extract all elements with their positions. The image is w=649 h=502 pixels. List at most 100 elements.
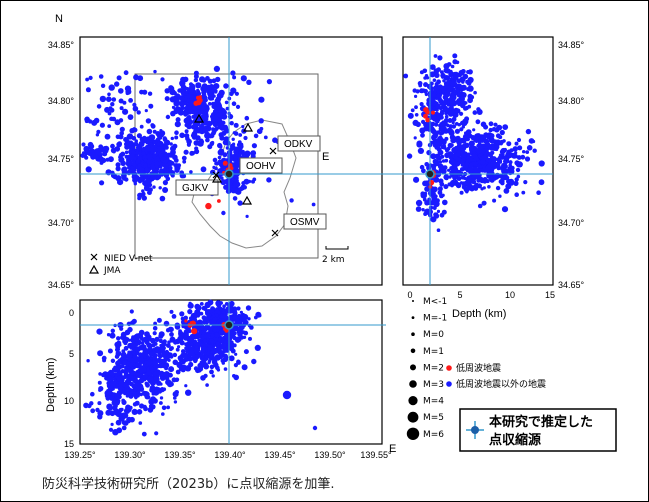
- earthquake-dot: [251, 143, 257, 149]
- earthquake-dot: [175, 108, 182, 114]
- earthquake-dot: [173, 163, 178, 168]
- earthquake-dot: [189, 87, 193, 92]
- earthquake-dot: [472, 128, 476, 132]
- earthquake-dot: [115, 419, 122, 426]
- earthquake-dot: [107, 92, 111, 97]
- earthquake-dot: [203, 338, 207, 343]
- earthquake-dot: [421, 208, 425, 212]
- earthquake-dot: [444, 97, 449, 101]
- lon-tick: 139.25°: [64, 450, 96, 460]
- lat-tick: 34.80°: [48, 96, 75, 106]
- earthquake-dot: [243, 349, 249, 355]
- earthquake-dot: [133, 375, 138, 381]
- earthquake-dot: [436, 89, 442, 95]
- earthquake-dot: [149, 379, 157, 386]
- earthquake-dot: [272, 137, 278, 143]
- earthquake-dot: [144, 167, 150, 172]
- earthquake-dot: [214, 98, 221, 105]
- earthquake-dot: [225, 106, 230, 111]
- earthquake-dot: [148, 103, 154, 109]
- earthquake-dot: [243, 330, 249, 336]
- earthquake-dot: [434, 160, 440, 167]
- earthquake-dot: [150, 123, 155, 128]
- earthquake-dot: [138, 421, 143, 425]
- earthquake-dot: [233, 149, 239, 155]
- earthquake-dot: [256, 128, 263, 135]
- earthquake-dot: [425, 117, 431, 123]
- earthquake-dot: [451, 124, 457, 129]
- earthquake-dot: [232, 196, 238, 201]
- earthquake-dot: [182, 76, 189, 83]
- earthquake-dot: [433, 85, 437, 90]
- earthquake-dot: [123, 70, 129, 76]
- earthquake-dot: [190, 133, 196, 138]
- earthquake-dot: [212, 165, 216, 170]
- earthquake-dot: [183, 110, 190, 116]
- earthquake-dot: [115, 162, 121, 168]
- earthquake-dot: [211, 319, 217, 325]
- earthquake-dot: [248, 336, 252, 341]
- earthquake-dot: [118, 407, 123, 413]
- earthquake-dot: [221, 361, 225, 365]
- earthquake-dot: [181, 349, 186, 354]
- earthquake-dot: [116, 360, 122, 366]
- earthquake-dot: [517, 145, 523, 151]
- earthquake-dot: [222, 160, 228, 166]
- earthquake-dot: [172, 143, 178, 149]
- earthquake-dot: [188, 316, 193, 321]
- earthquake-dot: [194, 345, 199, 350]
- earthquake-dot: [208, 102, 212, 106]
- earthquake-dot: [476, 109, 483, 115]
- earthquake-dot: [442, 199, 448, 206]
- earthquake-dot: [181, 85, 187, 91]
- earthquake-dot: [158, 331, 165, 338]
- earthquake-dot: [168, 366, 175, 373]
- earthquake-dot: [220, 337, 225, 343]
- earthquake-dot: [96, 104, 102, 109]
- earthquake-dot: [433, 212, 439, 217]
- earthquake-dot: [192, 339, 198, 345]
- earthquake-dot: [113, 408, 119, 414]
- earthquake-dot: [447, 142, 453, 149]
- earthquake-dot: [202, 128, 209, 134]
- earthquake-dot: [446, 146, 451, 151]
- earthquake-dot: [240, 75, 247, 82]
- station-box-odkv: [277, 135, 321, 152]
- earthquake-dot: [232, 327, 237, 332]
- earthquake-dot: [467, 167, 474, 174]
- earthquake-dot: [230, 187, 237, 194]
- lon-depth-panel: 0 5 10 15 Depth (km) 139.25° 139.30° 139…: [45, 299, 396, 460]
- earthquake-dot: [97, 156, 104, 163]
- event-type-legend: 低周波地震 低周波地震以外の地震: [446, 362, 546, 390]
- earthquake-dot: [450, 183, 454, 188]
- earthquake-dot: [432, 186, 438, 192]
- earthquake-dot: [101, 355, 107, 361]
- earthquake-dot: [189, 356, 194, 361]
- magnitude-symbol: [409, 380, 417, 388]
- earthquake-dot: [116, 351, 122, 356]
- earthquake-dot: [209, 369, 214, 375]
- earthquake-dot: [150, 165, 156, 171]
- earthquake-dot: [145, 145, 150, 150]
- earthquake-dot: [217, 142, 223, 149]
- earthquake-dot: [232, 131, 237, 135]
- earthquake-dot: [446, 103, 451, 107]
- earthquake-dot: [178, 330, 184, 336]
- earthquake-dot: [452, 175, 458, 181]
- earthquake-dot: [496, 158, 502, 164]
- earthquake-dot: [204, 324, 210, 330]
- earthquake-dot: [112, 150, 116, 154]
- earthquake-dot: [188, 337, 194, 344]
- earthquake-dot: [410, 108, 415, 113]
- earthquake-dot: [81, 142, 86, 147]
- earthquake-dot: [446, 62, 452, 67]
- earthquake-dot: [437, 55, 443, 61]
- earthquake-dot: [162, 339, 167, 344]
- earthquake-dot: [171, 314, 177, 319]
- lat-tick-right: 34.65°: [558, 280, 585, 290]
- earthquake-dot: [205, 202, 212, 210]
- earthquake-dot: [169, 332, 174, 337]
- earthquake-dot: [136, 409, 143, 415]
- earthquake-dot: [179, 132, 185, 139]
- earthquake-dot: [152, 360, 158, 366]
